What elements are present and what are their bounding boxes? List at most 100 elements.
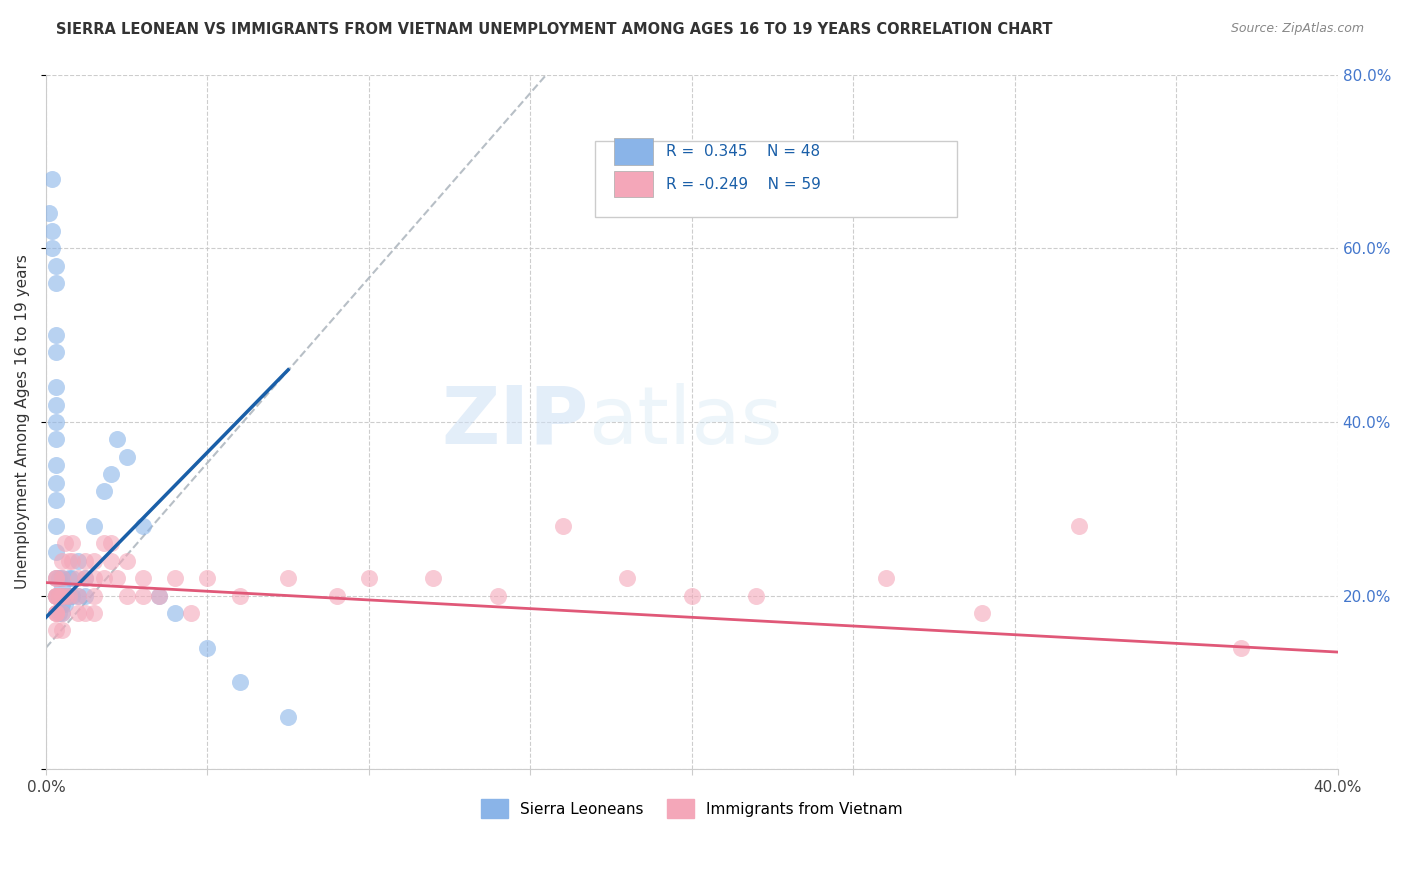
- Point: [45, 545, 67, 559]
- Point: [48, 589, 70, 603]
- Point: [93, 536, 115, 550]
- Point: [67, 589, 90, 603]
- Point: [115, 589, 138, 603]
- Point: [58, 589, 80, 603]
- Point: [165, 606, 187, 620]
- Point: [45, 398, 67, 412]
- FancyBboxPatch shape: [595, 141, 956, 217]
- Point: [277, 571, 299, 585]
- Bar: [614, 138, 652, 165]
- Legend: Sierra Leoneans, Immigrants from Vietnam: Sierra Leoneans, Immigrants from Vietnam: [474, 793, 910, 824]
- Point: [45, 380, 67, 394]
- Bar: [614, 171, 652, 197]
- Point: [115, 554, 138, 568]
- Point: [45, 276, 67, 290]
- Point: [38, 206, 60, 220]
- Point: [357, 571, 380, 585]
- Point: [83, 589, 105, 603]
- Point: [486, 589, 509, 603]
- Point: [325, 589, 347, 603]
- Point: [45, 606, 67, 620]
- Point: [51, 571, 73, 585]
- Point: [60, 536, 83, 550]
- Point: [51, 597, 73, 611]
- Point: [616, 571, 638, 585]
- Point: [45, 519, 67, 533]
- Point: [45, 624, 67, 638]
- Point: [53, 597, 76, 611]
- Point: [148, 589, 170, 603]
- Point: [53, 589, 76, 603]
- Point: [745, 589, 768, 603]
- Point: [100, 554, 122, 568]
- Point: [165, 571, 187, 585]
- Point: [1229, 640, 1251, 655]
- Point: [53, 589, 76, 603]
- Point: [45, 458, 67, 473]
- Point: [48, 606, 70, 620]
- Point: [67, 606, 90, 620]
- Point: [73, 571, 96, 585]
- Point: [73, 606, 96, 620]
- Point: [58, 589, 80, 603]
- Point: [972, 606, 994, 620]
- Point: [93, 484, 115, 499]
- Point: [45, 415, 67, 429]
- Point: [83, 571, 105, 585]
- Point: [67, 554, 90, 568]
- Point: [45, 589, 67, 603]
- Point: [132, 571, 155, 585]
- Point: [45, 606, 67, 620]
- Point: [51, 606, 73, 620]
- Point: [51, 580, 73, 594]
- Point: [41, 241, 63, 255]
- Y-axis label: Unemployment Among Ages 16 to 19 years: Unemployment Among Ages 16 to 19 years: [15, 254, 30, 590]
- Point: [45, 589, 67, 603]
- Point: [422, 571, 444, 585]
- Point: [45, 571, 67, 585]
- Point: [48, 571, 70, 585]
- Point: [132, 589, 155, 603]
- Text: R =  0.345    N = 48: R = 0.345 N = 48: [666, 145, 820, 159]
- Point: [67, 571, 90, 585]
- Point: [67, 589, 90, 603]
- Point: [60, 571, 83, 585]
- Point: [115, 450, 138, 464]
- Text: R = -0.249    N = 59: R = -0.249 N = 59: [666, 177, 821, 192]
- Point: [83, 606, 105, 620]
- Point: [48, 589, 70, 603]
- Point: [53, 536, 76, 550]
- Point: [73, 554, 96, 568]
- Point: [45, 571, 67, 585]
- Point: [45, 345, 67, 359]
- Point: [228, 589, 250, 603]
- Point: [41, 224, 63, 238]
- Point: [51, 554, 73, 568]
- Point: [51, 589, 73, 603]
- Point: [132, 519, 155, 533]
- Point: [277, 710, 299, 724]
- Point: [180, 606, 202, 620]
- Point: [105, 432, 128, 446]
- Point: [51, 589, 73, 603]
- Point: [83, 554, 105, 568]
- Point: [45, 432, 67, 446]
- Point: [58, 554, 80, 568]
- Point: [45, 571, 67, 585]
- Point: [45, 259, 67, 273]
- Point: [83, 519, 105, 533]
- Point: [148, 589, 170, 603]
- Point: [45, 475, 67, 490]
- Point: [1069, 519, 1091, 533]
- Point: [73, 589, 96, 603]
- Point: [51, 624, 73, 638]
- Point: [45, 589, 67, 603]
- Point: [58, 571, 80, 585]
- Point: [60, 554, 83, 568]
- Point: [51, 571, 73, 585]
- Point: [45, 493, 67, 508]
- Point: [45, 328, 67, 343]
- Text: atlas: atlas: [589, 383, 783, 461]
- Text: ZIP: ZIP: [441, 383, 589, 461]
- Text: Source: ZipAtlas.com: Source: ZipAtlas.com: [1230, 22, 1364, 36]
